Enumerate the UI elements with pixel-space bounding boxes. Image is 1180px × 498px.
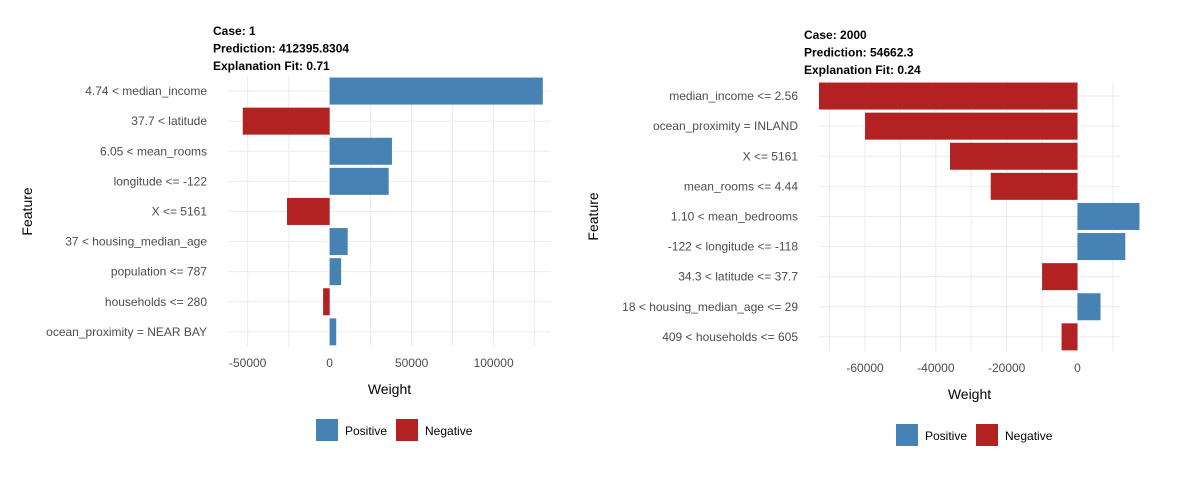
bar-negative (865, 112, 1078, 140)
feature-label: longitude <= -122 (114, 174, 208, 188)
chart-title-line: Case: 2000 (804, 28, 867, 42)
feature-label: ocean_proximity = NEAR BAY (46, 325, 207, 339)
chart-title-line: Explanation Fit: 0.24 (804, 63, 921, 77)
x-axis-title: Weight (368, 381, 411, 397)
feature-label: mean_rooms <= 4.44 (684, 179, 798, 193)
bar-positive (1077, 233, 1126, 261)
feature-label: 409 < households <= 605 (662, 330, 798, 344)
x-axis-title: Weight (948, 386, 991, 402)
bar-negative (819, 82, 1078, 110)
bar-negative (950, 142, 1078, 170)
legend: Positive Negative (316, 419, 473, 441)
feature-label: ocean_proximity = INLAND (653, 119, 798, 133)
x-tick-label: -40000 (917, 361, 955, 375)
feature-label: 18 < housing_median_age <= 29 (622, 300, 798, 314)
x-tick-label: -50000 (229, 356, 267, 370)
feature-label: X <= 5161 (152, 204, 208, 218)
feature-label: households <= 280 (105, 295, 207, 309)
bar-negative (242, 107, 330, 135)
chart-title-line: Explanation Fit: 0.71 (213, 59, 330, 73)
y-axis-title: Feature (585, 192, 601, 240)
bar-positive (1077, 293, 1101, 321)
bar-negative (287, 197, 330, 225)
chart-title-line: Case: 1 (213, 24, 256, 38)
bar-positive (329, 167, 389, 195)
chart-title-line: Prediction: 412395.8304 (213, 42, 349, 56)
bar-positive (329, 137, 392, 165)
bar-negative (323, 288, 330, 316)
legend: Positive Negative (896, 424, 1053, 446)
feature-label: X <= 5161 (743, 149, 799, 163)
x-tick-label: -20000 (988, 361, 1026, 375)
feature-label: 37.7 < latitude (131, 114, 207, 128)
x-tick-label: 0 (1074, 361, 1081, 375)
chart-title-line: Prediction: 54662.3 (804, 46, 914, 60)
legend-swatch-positive (896, 424, 918, 446)
bar-positive (1077, 202, 1140, 230)
legend-label-positive: Positive (925, 429, 967, 443)
legend-swatch-negative (976, 424, 998, 446)
bar-positive (329, 77, 543, 105)
y-axis-title: Feature (19, 187, 35, 235)
x-tick-label: 50000 (395, 356, 429, 370)
feature-label: 4.74 < median_income (85, 84, 207, 98)
feature-label: 37 < housing_median_age (65, 235, 207, 249)
x-tick-label: 0 (326, 356, 333, 370)
legend-label-negative: Negative (425, 424, 473, 438)
bar-positive (329, 318, 337, 346)
bar-negative (990, 172, 1078, 200)
bar-positive (329, 228, 348, 256)
x-tick-label: 100000 (474, 356, 514, 370)
feature-label: 1.10 < mean_bedrooms (671, 209, 798, 223)
bar-negative (1042, 263, 1078, 291)
feature-label: median_income <= 2.56 (669, 89, 798, 103)
feature-label: 34.3 < latitude <= 37.7 (678, 270, 798, 284)
feature-label: population <= 787 (111, 265, 207, 279)
chart-panel-1: Case: 1 Prediction: 412395.8304 Explanatio… (19, 24, 551, 441)
feature-label: -122 < longitude <= -118 (668, 240, 799, 254)
bar-positive (329, 258, 342, 286)
legend-label-positive: Positive (345, 424, 387, 438)
legend-swatch-positive (316, 419, 338, 441)
legend-swatch-negative (396, 419, 418, 441)
legend-label-negative: Negative (1005, 429, 1053, 443)
x-tick-label: -60000 (846, 361, 884, 375)
bar-negative (1061, 323, 1078, 351)
chart-panel-2: Case: 2000 Prediction: 54662.3 Explanation… (585, 28, 1140, 446)
feature-label: 6.05 < mean_rooms (100, 144, 207, 158)
